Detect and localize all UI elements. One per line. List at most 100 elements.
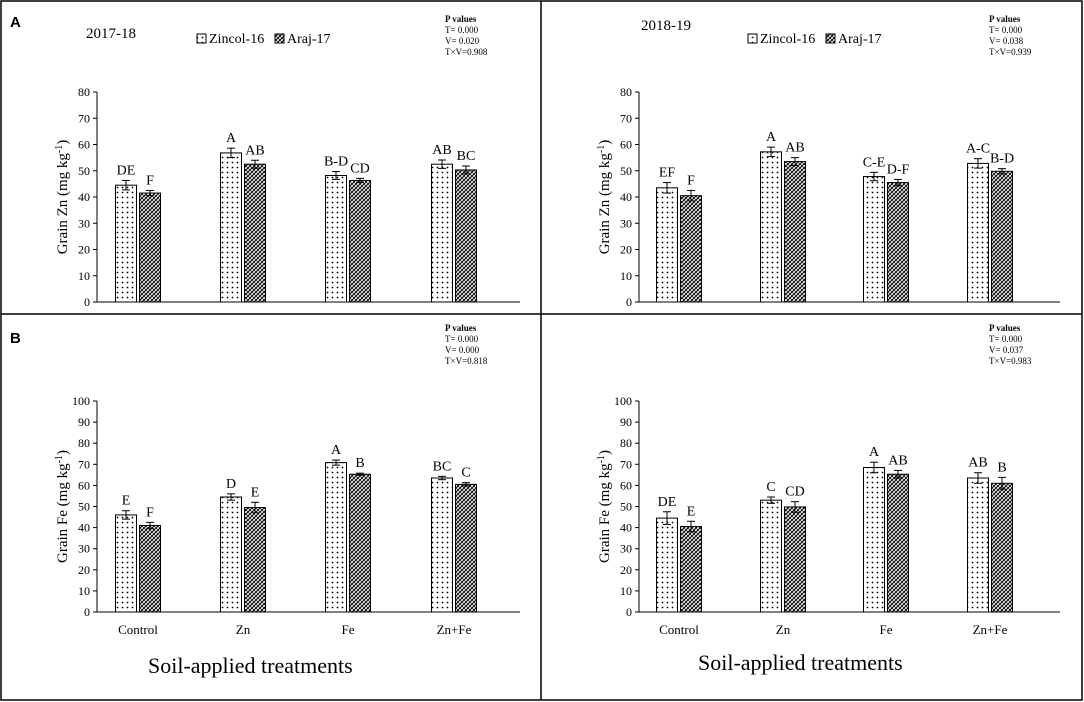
bar-araj: [349, 473, 371, 613]
bar-zincol: [325, 174, 347, 303]
bar-zincol: [220, 152, 242, 303]
y-tick-label: 60: [78, 138, 90, 152]
x-axis-title-left: Soil-applied treatments: [148, 653, 353, 678]
p-value: T×V=0.983: [989, 356, 1032, 366]
bar-zincol: [220, 496, 242, 613]
y-tick-label: 50: [620, 500, 632, 514]
significance-letter: D-F: [887, 162, 910, 177]
y-tick-label: 70: [620, 457, 632, 471]
bar-araj: [455, 483, 477, 613]
y-tick-label: 0: [84, 605, 90, 619]
y-tick-label: 30: [620, 216, 632, 230]
y-tick-label: 80: [620, 85, 632, 99]
y-axis-label-superscript: -1: [596, 145, 607, 153]
y-tick-label: 10: [78, 584, 90, 598]
chart-title: 2018-19: [641, 18, 691, 34]
legend-label: Zincol-16: [209, 32, 264, 47]
x-tick-label: Zn+Fe: [973, 622, 1008, 637]
y-tick-label: 70: [78, 111, 90, 125]
legend-swatch: [825, 33, 836, 44]
p-value: T= 0.000: [989, 25, 1023, 35]
y-tick-label: 80: [78, 85, 90, 99]
y-tick-label: 90: [78, 415, 90, 429]
y-tick-label: 80: [620, 436, 632, 450]
bar-zincol: [325, 462, 347, 613]
y-tick-label: 60: [620, 478, 632, 492]
y-axis-label: Grain Fe (mg kg-1): [596, 450, 614, 563]
panel-label-a: A: [10, 14, 21, 31]
significance-letter: AB: [785, 141, 804, 156]
bar-zincol: [656, 517, 678, 613]
y-tick-label: 10: [620, 269, 632, 283]
bar-araj: [784, 506, 806, 613]
significance-letter: BC: [433, 459, 452, 474]
y-tick-label: 100: [614, 394, 632, 408]
chart-fe-2017: 0 10 20 30 40 50 60 70 80 90 100 Grain Fe (mg kg-1)…: [54, 323, 520, 637]
p-value: T×V=0.818: [445, 356, 488, 366]
significance-letter: E: [687, 504, 696, 519]
y-tick-label: 40: [620, 190, 632, 204]
bar-zincol: [115, 514, 137, 613]
significance-letter: D: [226, 477, 236, 492]
significance-letter: B-D: [324, 155, 348, 170]
bar-araj: [887, 182, 909, 303]
y-tick-label: 20: [620, 563, 632, 577]
y-tick-label: 0: [626, 605, 632, 619]
bar-zincol: [431, 163, 453, 303]
bar-araj: [887, 473, 909, 613]
x-tick-label: Zn: [236, 622, 251, 637]
p-value: T= 0.000: [445, 25, 479, 35]
p-value: T= 0.000: [989, 334, 1023, 344]
significance-letter: DE: [658, 495, 677, 510]
y-tick-label: 70: [78, 457, 90, 471]
significance-letter: E: [122, 494, 131, 509]
bar-zincol: [967, 162, 989, 303]
significance-letter: F: [146, 505, 154, 520]
y-tick-label: 90: [620, 415, 632, 429]
y-tick-label: 20: [78, 563, 90, 577]
y-axis-label: Grain Zn (mg kg-1): [596, 140, 614, 255]
y-tick-label: 50: [78, 164, 90, 178]
significance-letter: A-C: [966, 142, 990, 157]
bar-zincol: [115, 184, 137, 303]
y-tick-label: 50: [78, 500, 90, 514]
p-values-heading: P values: [445, 14, 477, 24]
significance-letter: AB: [888, 453, 907, 468]
bar-zincol: [967, 477, 989, 613]
significance-letter: AB: [968, 456, 987, 471]
bar-araj: [455, 169, 477, 303]
y-tick-label: 20: [78, 243, 90, 257]
bar-zincol: [760, 151, 782, 303]
legend-label: Araj-17: [838, 32, 882, 47]
significance-letter: AB: [432, 143, 451, 158]
y-axis-label: Grain Zn (mg kg-1): [54, 140, 72, 255]
chart-title: 2017-18: [86, 26, 136, 42]
significance-letter: B: [997, 460, 1006, 475]
y-tick-label: 30: [78, 542, 90, 556]
y-tick-label: 40: [620, 521, 632, 535]
y-tick-label: 50: [620, 164, 632, 178]
y-tick-label: 10: [620, 584, 632, 598]
significance-letter: F: [687, 173, 695, 188]
chart-zn-2018: 0 10 20 30 40 50 60 70 80 Grain Zn (mg kg-1) EF A C-…: [596, 14, 1060, 309]
significance-letter: A: [226, 131, 237, 146]
legend-swatch: [196, 33, 207, 44]
p-value: V= 0.038: [989, 36, 1024, 46]
bar-araj: [139, 192, 161, 303]
x-tick-label: Control: [659, 622, 699, 637]
y-tick-label: 10: [78, 269, 90, 283]
chart-fe-2018: 0 10 20 30 40 50 60 70 80 90 100 Grain Fe (mg kg-1)…: [596, 323, 1060, 637]
x-tick-label: Control: [118, 622, 158, 637]
bar-zincol: [760, 499, 782, 613]
p-values-heading: P values: [989, 14, 1021, 24]
y-tick-label: 20: [620, 243, 632, 257]
bar-araj: [991, 482, 1013, 613]
panel-label-b: B: [10, 330, 21, 347]
bar-araj: [244, 163, 266, 303]
p-value: T×V=0.908: [445, 47, 488, 57]
x-tick-label: Zn: [776, 622, 791, 637]
x-tick-label: Fe: [880, 622, 893, 637]
y-tick-label: 40: [78, 521, 90, 535]
y-tick-label: 100: [72, 394, 90, 408]
significance-letter: C: [461, 466, 470, 481]
